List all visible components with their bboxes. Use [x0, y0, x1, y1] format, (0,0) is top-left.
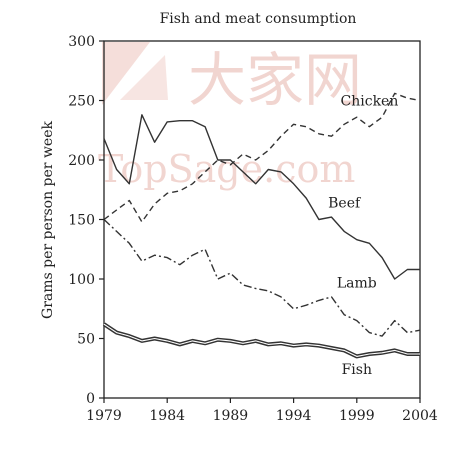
series-labels: Chicken Beef Lamb Fish [328, 93, 398, 378]
y-tick-label: 300 [68, 34, 95, 50]
y-axis-label: Grams per person per week [40, 120, 56, 318]
x-tick-label: 1984 [149, 408, 185, 424]
y-tick-label: 50 [77, 332, 95, 348]
y-tick-label: 250 [68, 94, 95, 110]
y-tick-label: 150 [68, 213, 95, 229]
watermark-en-text: TopSage.com [98, 147, 355, 191]
watermark: 大家网 TopSage.com [98, 42, 362, 191]
x-tick-label: 1989 [213, 408, 249, 424]
series-label-fish: Fish [342, 362, 372, 378]
y-tick-label: 100 [68, 272, 95, 288]
series-label-chicken: Chicken [341, 93, 399, 109]
y-ticks: 0 50 100 150 200 250 300 [68, 34, 104, 407]
series-line-fish [102, 322, 420, 359]
watermark-cn-text: 大家网 [188, 46, 362, 114]
watermark-logo-icon [102, 42, 150, 105]
x-ticks: 1979 1984 1989 1994 1999 2004 [86, 398, 438, 424]
series-label-beef: Beef [328, 196, 362, 212]
y-tick-label: 200 [68, 153, 95, 169]
y-tick-label: 0 [86, 391, 95, 407]
series-lines [102, 92, 421, 359]
chart-title: Fish and meat consumption [160, 11, 357, 27]
x-tick-label: 2004 [402, 408, 438, 424]
x-tick-label: 1994 [276, 408, 312, 424]
watermark-logo-icon-2 [120, 55, 168, 100]
series-line-beef [103, 114, 420, 280]
series-line-lamb [103, 218, 421, 337]
series-line-fish-inner [103, 323, 420, 357]
x-tick-label: 1999 [339, 408, 375, 424]
x-tick-label: 1979 [86, 408, 122, 424]
series-line-chicken [103, 92, 421, 223]
series-label-lamb: Lamb [337, 275, 377, 291]
